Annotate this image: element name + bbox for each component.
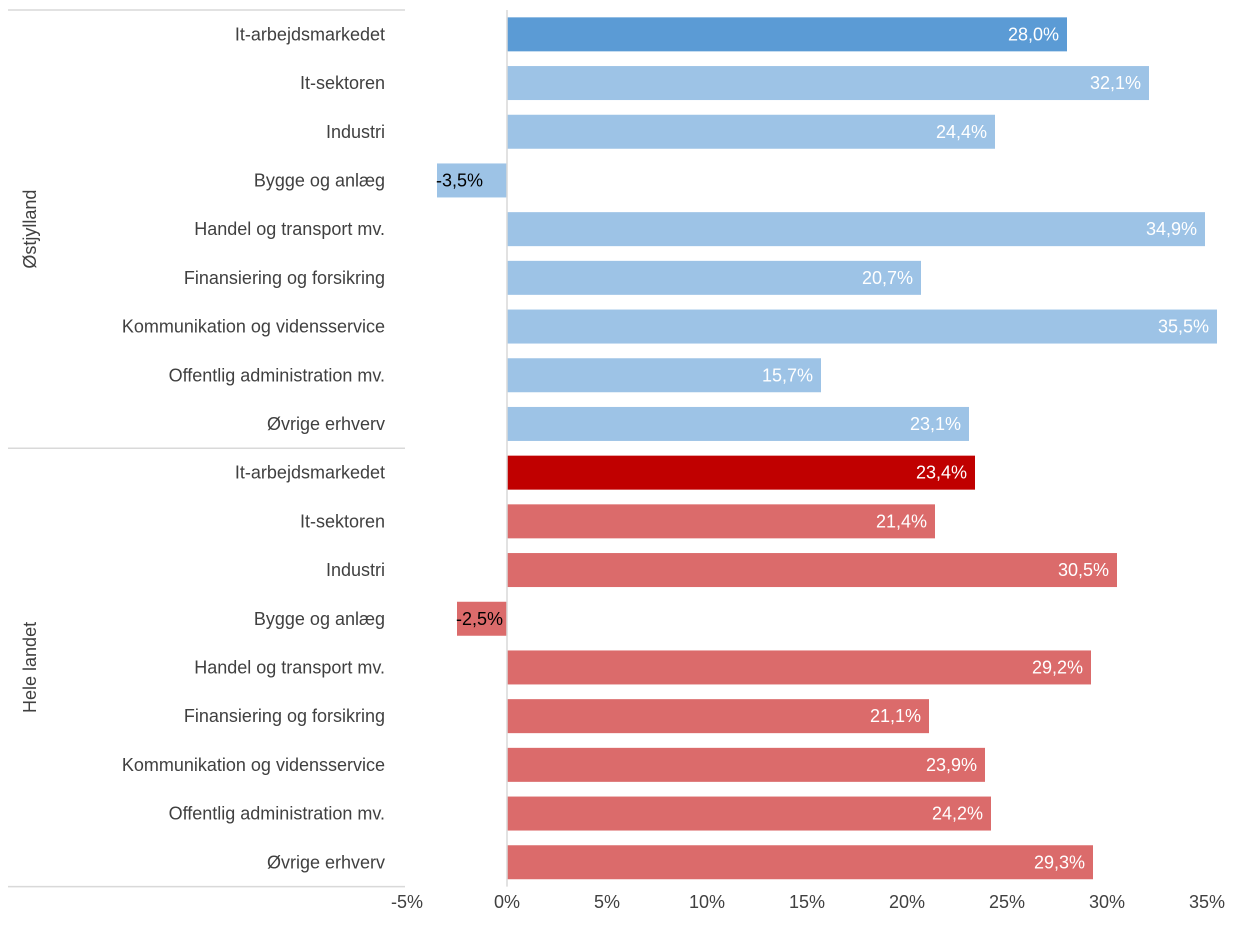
x-tick-label: 25% [989, 892, 1025, 912]
data-label: 28,0% [1008, 24, 1059, 44]
data-label: 30,5% [1058, 560, 1109, 580]
bar-ostjylland-6 [507, 309, 1217, 344]
category-label: It-arbejdsmarkedet [235, 24, 385, 44]
category-label: Handel og transport mv. [194, 219, 385, 239]
data-label: 29,3% [1034, 852, 1085, 872]
data-label: 23,1% [910, 414, 961, 434]
data-label: 35,5% [1158, 317, 1209, 337]
category-label: Øvrige erhverv [267, 852, 385, 872]
category-label: Finansiering og forsikring [184, 706, 385, 726]
data-label: 34,9% [1146, 219, 1197, 239]
data-label: 24,4% [936, 122, 987, 142]
category-label: Finansiering og forsikring [184, 268, 385, 288]
category-label: Øvrige erhverv [267, 414, 385, 434]
x-tick-label: 5% [594, 892, 620, 912]
bar-hele-landet-5 [507, 699, 929, 734]
x-tick-label: 20% [889, 892, 925, 912]
category-label: Handel og transport mv. [194, 657, 385, 677]
bar-ostjylland-3 [437, 163, 507, 198]
data-label: 24,2% [932, 804, 983, 824]
x-tick-label: 30% [1089, 892, 1125, 912]
category-label: Kommunikation og vidensservice [122, 755, 385, 775]
data-label: 21,1% [870, 706, 921, 726]
bar-ostjylland-4 [507, 212, 1205, 247]
data-label: 21,4% [876, 511, 927, 531]
category-label: Offentlig administration mv. [169, 365, 385, 385]
x-tick-label: 35% [1189, 892, 1225, 912]
category-label: It-arbejdsmarkedet [235, 463, 385, 483]
axes-layer [8, 9, 508, 888]
category-label: Industri [326, 560, 385, 580]
category-label: Kommunikation og vidensservice [122, 317, 385, 337]
bars-layer [437, 17, 1217, 880]
category-label: It-sektoren [300, 511, 385, 531]
category-label: Bygge og anlæg [254, 170, 385, 190]
data-label: 23,4% [916, 463, 967, 483]
x-tick-label: 15% [789, 892, 825, 912]
data-label: 32,1% [1090, 73, 1141, 93]
data-label: 29,2% [1032, 657, 1083, 677]
data-label: -2,5% [456, 609, 503, 629]
category-label: Industri [326, 122, 385, 142]
bar-hele-landet-7 [507, 796, 991, 831]
category-label: Offentlig administration mv. [169, 804, 385, 824]
data-label: 20,7% [862, 268, 913, 288]
bar-hele-landet-1 [507, 504, 935, 539]
bar-ostjylland-5 [507, 260, 921, 295]
data-label: 15,7% [762, 365, 813, 385]
category-label: Bygge og anlæg [254, 609, 385, 629]
bar-hele-landet-8 [507, 845, 1093, 880]
bar-hele-landet-0 [507, 455, 975, 490]
x-tick-label: 0% [494, 892, 520, 912]
data-label: 23,9% [926, 755, 977, 775]
bar-ostjylland-2 [507, 114, 995, 149]
bar-ostjylland-1 [507, 66, 1149, 101]
group-label: Hele landet [20, 622, 40, 713]
x-tick-label: 10% [689, 892, 725, 912]
data-label: -3,5% [436, 170, 483, 190]
category-label: It-sektoren [300, 73, 385, 93]
x-tick-label: -5% [391, 892, 423, 912]
labels-layer: It-arbejdsmarkedet 28,0% It-sektoren 32,1% I… [20, 24, 1225, 912]
bar-hele-landet-3 [457, 601, 507, 636]
bar-hele-landet-6 [507, 747, 985, 782]
bar-ostjylland-8 [507, 406, 969, 441]
bar-ostjylland-7 [507, 358, 821, 393]
bar-ostjylland-0 [507, 17, 1067, 52]
bar-hele-landet-4 [507, 650, 1091, 685]
bar-hele-landet-2 [507, 553, 1117, 588]
group-label: Østjylland [20, 190, 40, 269]
